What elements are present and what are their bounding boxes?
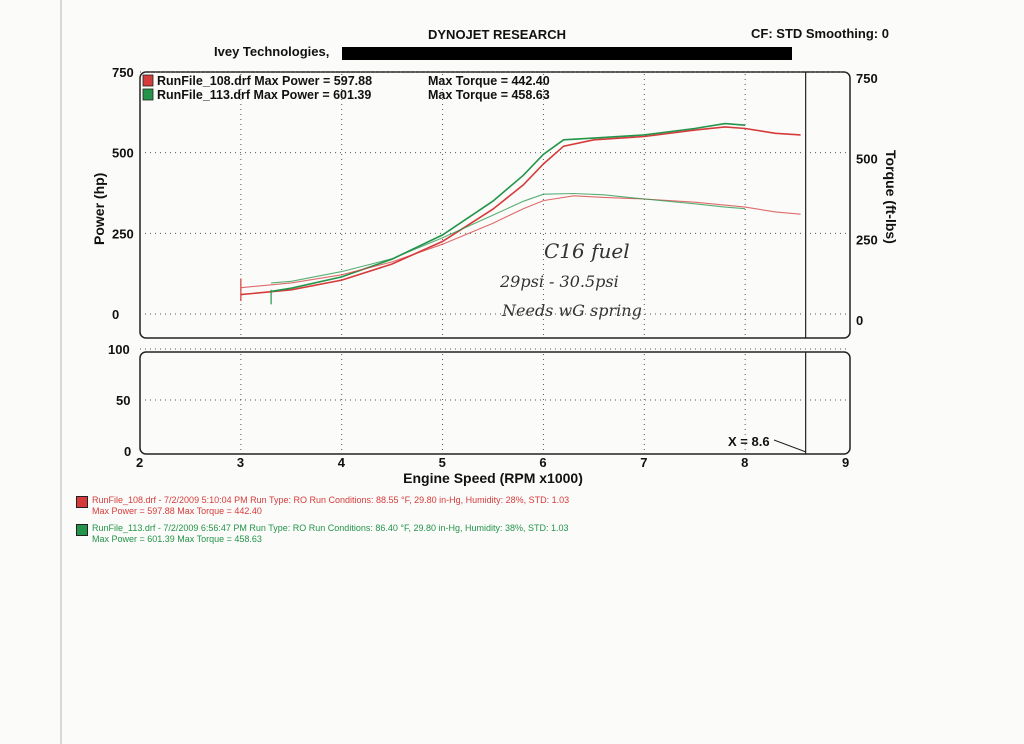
torque-tick-label: 250 bbox=[856, 232, 878, 247]
torque-tick-label: 750 bbox=[856, 71, 878, 86]
footer-run-113: RunFile_113.drf - 7/2/2009 6:56:47 PM Ru… bbox=[76, 523, 569, 545]
cursor-label-leader bbox=[773, 439, 807, 453]
cursor-label: X = 8.6 bbox=[728, 434, 770, 449]
sub-tick-label: 0 bbox=[124, 444, 131, 459]
torque-tick-label: 0 bbox=[856, 313, 863, 328]
y2-axis-label: Torque (ft-lbs) bbox=[883, 150, 899, 244]
paper-edge bbox=[60, 0, 62, 744]
x-tick-label: 5 bbox=[439, 455, 446, 470]
power-tick-label: 500 bbox=[112, 146, 134, 161]
footer-run-108: RunFile_108.drf - 7/2/2009 5:10:04 PM Ru… bbox=[76, 495, 570, 517]
power-tick-label: 0 bbox=[112, 307, 119, 322]
power-tick-label: 250 bbox=[112, 226, 134, 241]
x-axis-label: Engine Speed (RPM x1000) bbox=[403, 470, 583, 486]
legend-swatch-0 bbox=[142, 74, 154, 87]
redaction-bar bbox=[342, 47, 792, 60]
handwritten-note-1: 29psi - 30.5psi bbox=[499, 272, 619, 291]
legend-power-0: RunFile_108.drf Max Power = 597.88 bbox=[157, 74, 372, 88]
footer-run-113-line2: Max Power = 601.39 Max Torque = 458.63 bbox=[92, 534, 262, 544]
sub-tick-label: 100 bbox=[108, 342, 130, 357]
y-axis-label: Power (hp) bbox=[91, 173, 107, 245]
correction-factor: CF: STD Smoothing: 0 bbox=[751, 26, 889, 41]
handwritten-note-0: C16 fuel bbox=[544, 239, 630, 263]
x-tick-label: 9 bbox=[842, 455, 849, 470]
x-tick-label: 7 bbox=[640, 455, 647, 470]
run-108-swatch bbox=[76, 496, 88, 508]
series-torque-runfile-113-drf bbox=[271, 192, 746, 284]
legend-torque-0: Max Torque = 442.40 bbox=[428, 74, 550, 88]
legend-torque-1: Max Torque = 458.63 bbox=[428, 88, 550, 102]
x-tick-label: 8 bbox=[741, 455, 748, 470]
footer-run-108-line1: RunFile_108.drf - 7/2/2009 5:10:04 PM Ru… bbox=[92, 495, 570, 505]
handwritten-note-2: Needs wG spring bbox=[501, 301, 642, 320]
series-power-runfile-108-drf bbox=[240, 126, 801, 296]
report-title: DYNOJET RESEARCH bbox=[428, 27, 566, 42]
sub-tick-label: 50 bbox=[116, 393, 130, 408]
series-power-runfile-113-drf bbox=[270, 122, 746, 293]
power-torque-panel bbox=[139, 71, 851, 339]
legend-swatch-1 bbox=[142, 88, 154, 101]
company-name: Ivey Technologies, bbox=[214, 44, 330, 59]
x-tick-label: 2 bbox=[136, 455, 143, 470]
torque-tick-label: 500 bbox=[856, 152, 878, 167]
secondary-panel bbox=[139, 351, 851, 455]
x-tick-label: 6 bbox=[539, 455, 546, 470]
legend-power-1: RunFile_113.drf Max Power = 601.39 bbox=[157, 88, 371, 102]
x-tick-label: 4 bbox=[338, 455, 346, 470]
footer-run-108-line2: Max Power = 597.88 Max Torque = 442.40 bbox=[92, 506, 262, 516]
x-tick-label: 3 bbox=[237, 455, 244, 470]
run-113-swatch bbox=[76, 524, 88, 536]
power-tick-label: 750 bbox=[112, 65, 134, 80]
series-torque-runfile-108-drf bbox=[240, 195, 801, 289]
footer-run-113-line1: RunFile_113.drf - 7/2/2009 6:56:47 PM Ru… bbox=[92, 523, 569, 533]
